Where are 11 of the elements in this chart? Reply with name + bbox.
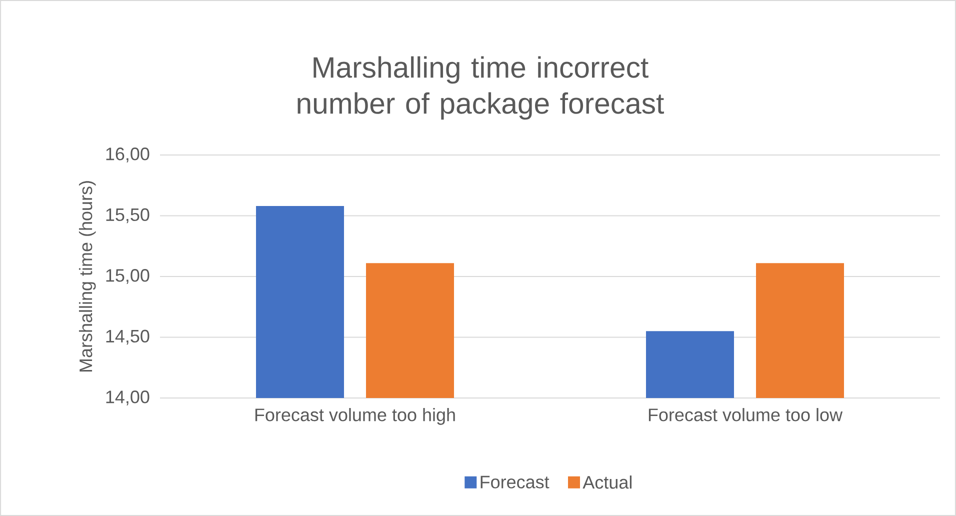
chart-title: Marshalling time incorrect number of package forecast — [298, 56, 664, 120]
legend-label: Actual — [582, 476, 632, 489]
y-tick-label: 15,50 — [106, 208, 150, 224]
y-tick-label: 14,00 — [106, 390, 150, 406]
x-tick-label: Forecast volume too high — [255, 408, 455, 425]
y-tick-label: 16,00 — [106, 148, 150, 162]
y-tick-label: 14,50 — [106, 330, 150, 345]
y-tick-label: 15,00 — [106, 269, 150, 284]
y-axis-title: Marshalling time (hours) — [78, 181, 96, 372]
legend-label: Forecast — [480, 476, 550, 488]
x-tick-label: Forecast volume too low — [648, 408, 843, 422]
